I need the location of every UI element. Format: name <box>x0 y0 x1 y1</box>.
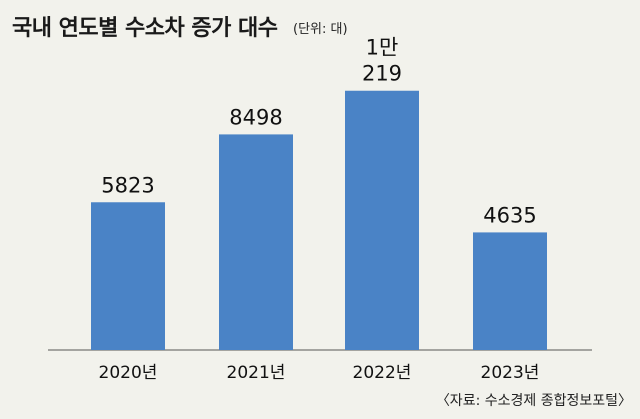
x-tick-label: 2022년 <box>353 363 412 383</box>
data-label: 8498 <box>229 105 282 129</box>
bar-2022년 <box>345 90 419 351</box>
x-tick-label: 2020년 <box>99 363 158 383</box>
source-note: 〈자료: 수소경제 종합정보포털〉 <box>435 393 632 409</box>
data-label: 5823 <box>101 173 154 197</box>
chart-title: 국내 연도별 수소차 증가 대수 <box>12 16 278 41</box>
unit-label: (단위: 대) <box>293 22 348 37</box>
bar-2021년 <box>219 134 293 350</box>
bar-2020년 <box>91 202 165 350</box>
data-label: 219 <box>362 62 402 86</box>
x-tick-label: 2023년 <box>481 363 540 383</box>
x-tick-label: 2021년 <box>227 363 286 383</box>
data-label: 1만 <box>366 36 399 60</box>
data-label: 4635 <box>483 203 536 227</box>
bar-2023년 <box>473 232 547 350</box>
